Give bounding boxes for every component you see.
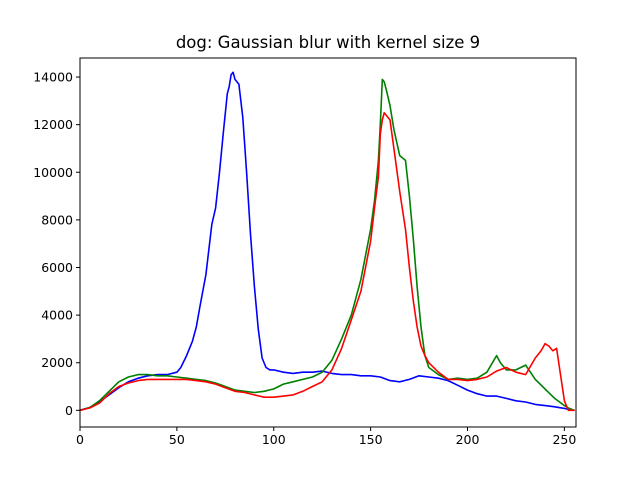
series-line-1	[79, 78, 575, 412]
series-line-0	[79, 71, 575, 412]
y-tick-label: 0	[65, 403, 73, 418]
x-tick-label: 150	[359, 432, 383, 447]
x-axis: 0 50 100 150 200 250	[76, 427, 576, 447]
y-tick-label: 2000	[41, 355, 73, 370]
x-tick-label: 200	[456, 432, 480, 447]
y-tick-label: 14000	[33, 70, 73, 85]
y-tick-label: 10000	[33, 165, 73, 180]
y-tick-label: 12000	[33, 117, 73, 132]
y-tick-label: 6000	[41, 260, 73, 275]
y-axis: 0 2000 4000 6000 8000 10000 12000 14000	[33, 70, 80, 418]
chart-title: dog: Gaussian blur with kernel size 9	[176, 33, 480, 52]
x-tick-label: 0	[76, 432, 84, 447]
series-line-2	[79, 112, 575, 412]
x-tick-label: 100	[262, 432, 286, 447]
axes-frame	[79, 57, 577, 428]
plot-area: 0 50 100 150 200 250 0 2000 4000 6000 8000 10000 12…	[33, 57, 577, 447]
y-tick-label: 8000	[41, 212, 73, 227]
y-tick-label: 4000	[41, 308, 73, 323]
x-tick-label: 250	[552, 432, 576, 447]
x-tick-label: 50	[169, 432, 185, 447]
series-layer	[79, 71, 575, 412]
